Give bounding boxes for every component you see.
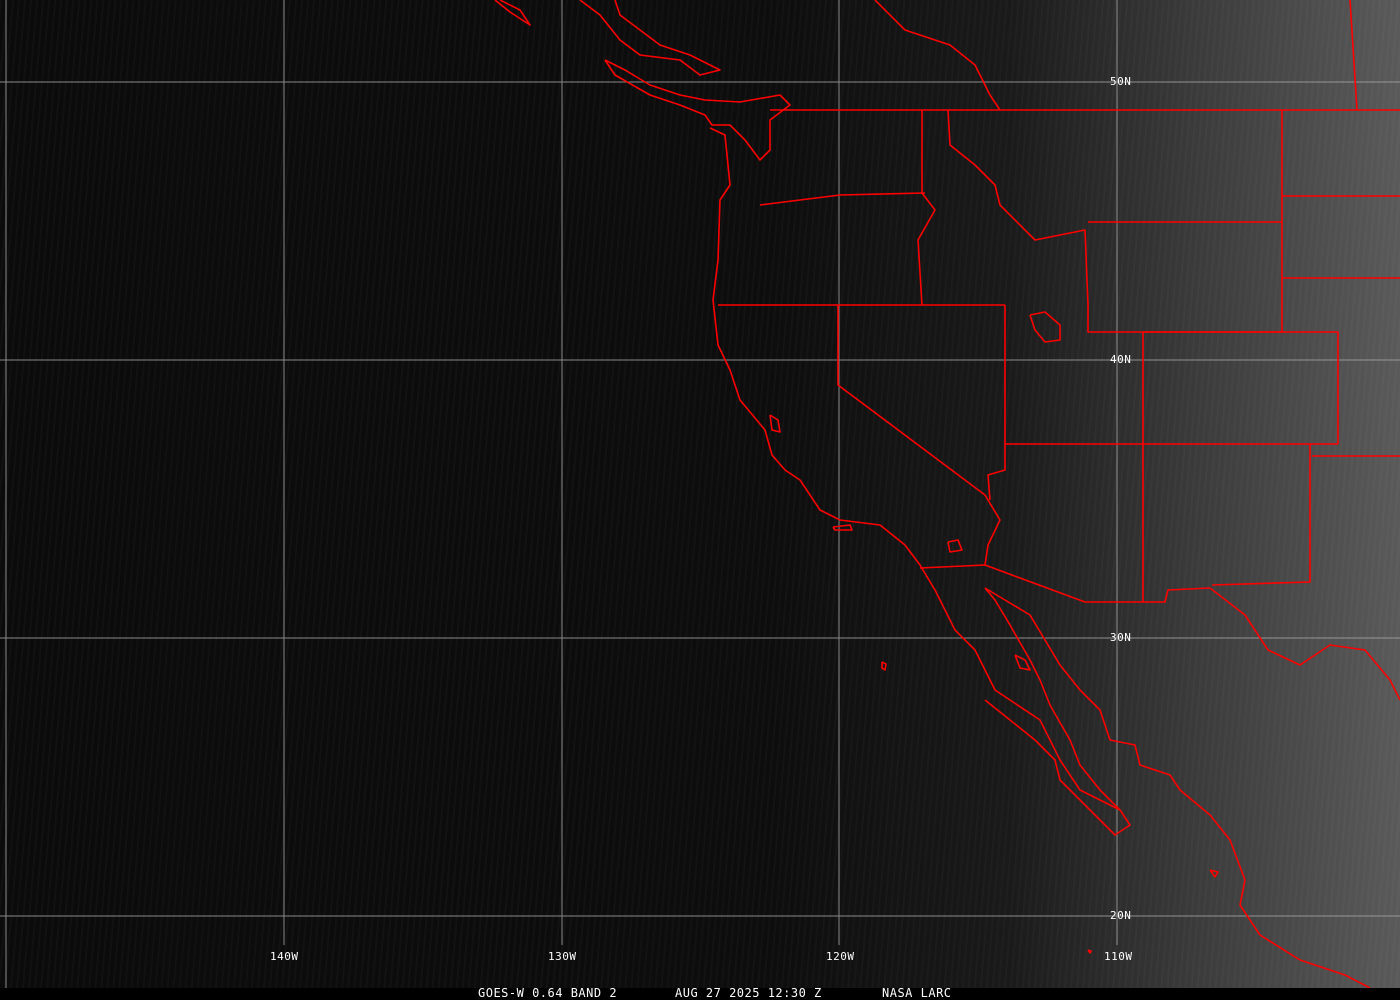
lon-label-110w: 110W [1104,950,1133,963]
great-salt-lake [1029,311,1061,343]
caption-source: NASA LARC [882,986,952,1000]
id-mt-border [947,109,1089,306]
bc-islands [579,0,721,76]
lon-label-120w: 120W [826,950,855,963]
islands-gulf [1014,654,1031,671]
sf-bay [769,414,781,433]
coastlines-and-borders [494,0,1400,988]
wa-id-border [917,110,936,306]
nv-ut-border [987,305,1006,501]
mexico-mainland-coast [984,587,1371,988]
lon-label-130w: 130W [548,950,577,963]
clarion-island [1087,949,1092,954]
lat-label-20n: 20N [1110,909,1132,922]
co-border [1143,331,1339,444]
manitoba-border [1349,0,1358,111]
image-caption: GOES-W 0.64 BAND 2 AUG 27 2025 12:30 Z N… [0,986,1400,1000]
baja-east-coast [984,587,1121,811]
canada-border-north [874,0,1001,111]
gulf-coast [1209,587,1400,701]
west-coast [709,127,1131,836]
guadalupe-island [881,661,887,671]
salton-sea [947,539,963,553]
caption-datetime: AUG 27 2025 12:30 Z [675,986,822,1000]
nm-tx-border [1211,444,1311,586]
lat-label-40n: 40N [1110,353,1132,366]
lon-label-140w: 140W [270,950,299,963]
lat-label-50n: 50N [1110,75,1132,88]
channel-islands [832,524,853,531]
revillagigedo-island [1209,869,1219,878]
nv-ca-border [837,305,1001,566]
lat-label-30n: 30N [1110,631,1132,644]
caption-satellite: GOES-W 0.64 BAND 2 [478,986,618,1000]
wa-or-border [759,192,926,206]
us-mexico-border [919,564,1211,603]
bc-coast [494,0,531,26]
vancouver-island [604,59,791,161]
